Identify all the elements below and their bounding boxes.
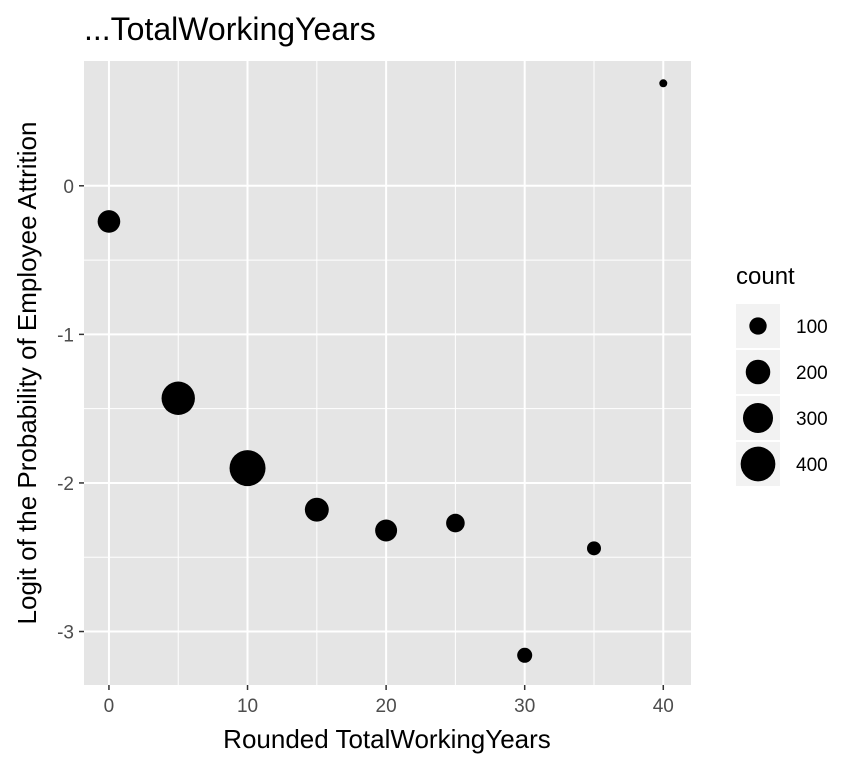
data-point xyxy=(517,647,533,663)
data-points xyxy=(97,79,668,663)
legend-size-swatch xyxy=(749,317,767,335)
data-point xyxy=(97,210,121,233)
legend-size-swatch xyxy=(745,359,771,385)
y-tick-label: 0 xyxy=(63,177,74,198)
axis-ticks: 0 10 20 30 40 0 -1 -2 -3 xyxy=(57,177,674,717)
y-tick-label: -2 xyxy=(57,474,74,495)
chart-title: ...TotalWorkingYears xyxy=(84,11,376,47)
legend-label: 100 xyxy=(796,317,828,338)
x-tick-label: 0 xyxy=(104,696,115,717)
legend-label: 400 xyxy=(796,455,828,476)
size-legend: count 100 200 300 400 xyxy=(736,263,828,486)
data-point xyxy=(229,450,266,487)
x-tick-label: 20 xyxy=(376,696,397,717)
x-tick-label: 10 xyxy=(237,696,258,717)
y-axis-label: Logit of the Probability of Employee Att… xyxy=(12,122,42,625)
legend-size-swatch xyxy=(742,402,774,434)
data-point xyxy=(586,541,601,556)
data-point xyxy=(659,79,668,88)
legend-label: 200 xyxy=(796,363,828,384)
plot-panel xyxy=(84,61,691,685)
data-point xyxy=(375,519,398,542)
legend-title: count xyxy=(736,263,795,290)
x-tick-label: 40 xyxy=(653,696,674,717)
y-tick-label: -3 xyxy=(57,623,74,644)
data-point xyxy=(304,497,329,522)
x-axis-label: Rounded TotalWorkingYears xyxy=(223,724,551,754)
y-tick-label: -1 xyxy=(57,325,74,346)
x-tick-label: 30 xyxy=(514,696,535,717)
data-point xyxy=(161,381,195,415)
legend-size-swatch xyxy=(740,446,776,482)
legend-label: 300 xyxy=(796,409,828,430)
data-point xyxy=(446,513,465,533)
